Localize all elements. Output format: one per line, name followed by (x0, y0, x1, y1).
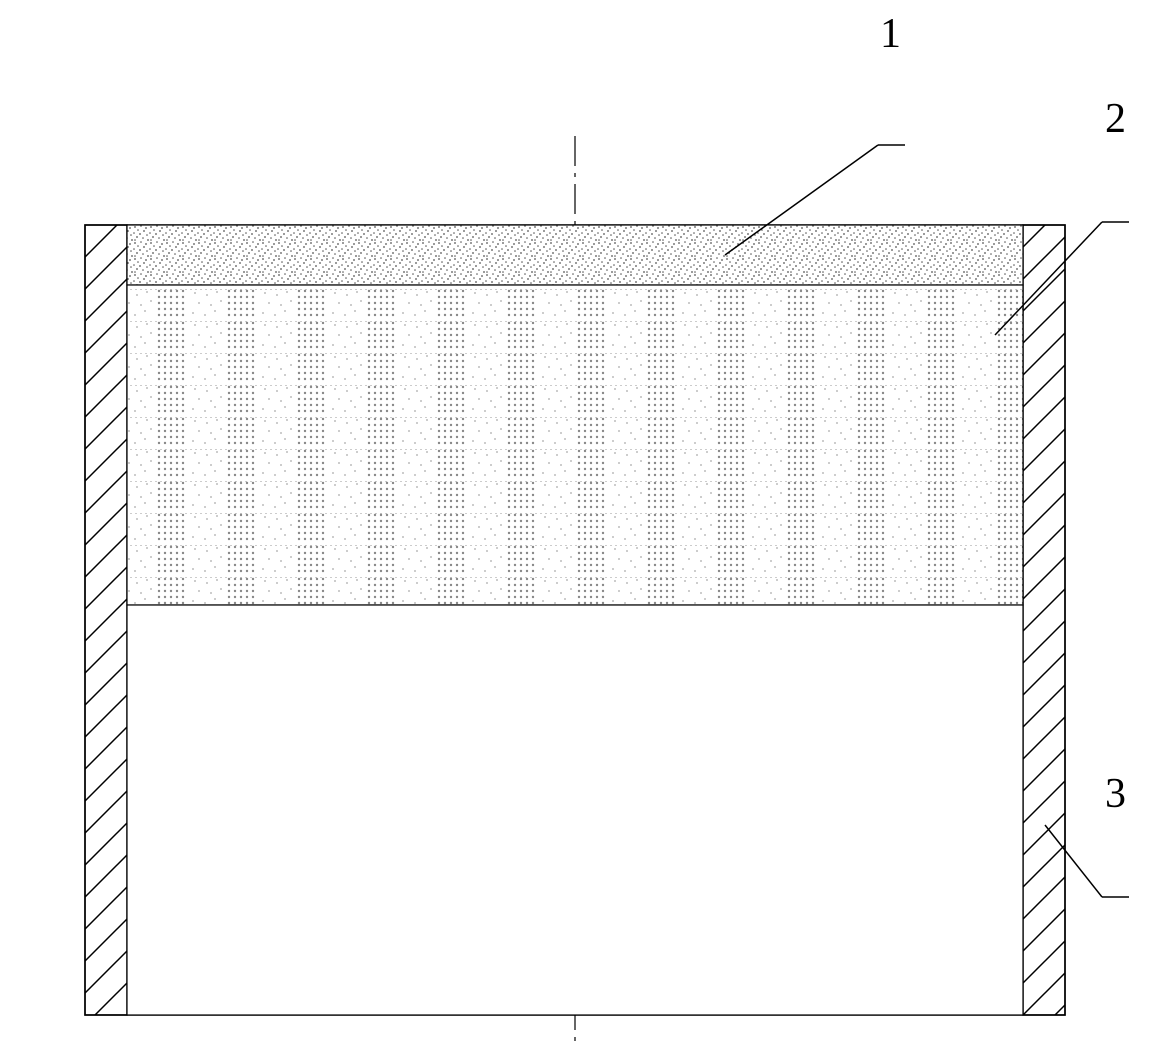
label-2: 2 (1105, 95, 1126, 143)
layer-1 (127, 225, 1023, 285)
label-1: 1 (880, 10, 901, 58)
diagram-container: 1 2 3 (80, 130, 1060, 930)
layer-2 (127, 285, 1023, 605)
right-wall (1023, 225, 1065, 1015)
label-3: 3 (1105, 770, 1126, 818)
left-wall (85, 225, 127, 1015)
cavity (127, 605, 1023, 1015)
technical-diagram (80, 130, 1170, 1050)
